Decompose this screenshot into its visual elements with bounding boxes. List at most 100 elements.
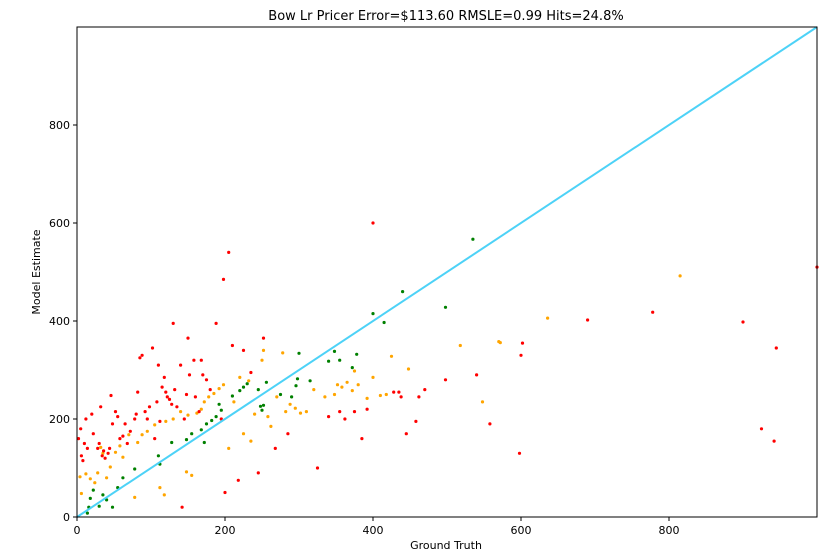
- data-point-orange: [260, 358, 264, 362]
- data-point-orange: [281, 351, 285, 355]
- data-point-orange: [284, 410, 288, 414]
- data-point-orange: [241, 432, 246, 436]
- data-point-green: [332, 349, 337, 353]
- y-axis-ticks: 0 200 400 600 800: [49, 119, 77, 524]
- data-point-red: [208, 388, 212, 392]
- data-point-orange: [350, 389, 354, 393]
- data-point-orange: [186, 413, 190, 417]
- data-point-orange: [458, 343, 462, 348]
- data-point-orange: [249, 439, 253, 443]
- chart-title: Bow Lr Pricer Error=$113.60 RMSLE=0.99 H…: [268, 9, 623, 24]
- data-point-red: [133, 417, 137, 421]
- data-point-orange: [207, 395, 211, 399]
- data-point-red: [76, 437, 81, 441]
- data-point-red: [85, 446, 89, 450]
- data-point-orange: [288, 402, 292, 406]
- data-point-orange: [298, 411, 303, 415]
- data-point-red: [164, 390, 168, 394]
- data-point-orange: [384, 392, 388, 397]
- data-point-orange: [84, 472, 88, 476]
- data-point-orange: [356, 383, 360, 387]
- data-point-green: [217, 402, 221, 406]
- data-point-green: [190, 432, 194, 436]
- data-point-red: [96, 446, 100, 450]
- data-point-red: [182, 417, 186, 421]
- data-point-red: [81, 459, 85, 463]
- data-point-red: [84, 417, 88, 421]
- data-point-orange: [323, 395, 327, 399]
- data-point-orange: [164, 419, 168, 423]
- data-point-orange: [93, 481, 97, 485]
- data-point-green: [91, 488, 95, 492]
- data-point-orange: [199, 407, 203, 411]
- data-point-red: [423, 388, 427, 392]
- y-axis-label: Model Estimate: [30, 229, 43, 314]
- data-point-red: [91, 432, 95, 436]
- y-tick-label: 200: [49, 413, 70, 426]
- data-point-green: [85, 511, 89, 515]
- data-point-red: [156, 363, 160, 367]
- data-point-red: [199, 358, 203, 362]
- x-tick-label: 0: [74, 524, 81, 537]
- data-point-orange: [105, 476, 109, 480]
- data-point-orange: [96, 471, 100, 475]
- plot-area: [76, 26, 819, 518]
- data-point-red: [173, 388, 177, 392]
- y-tick-label: 0: [63, 511, 70, 524]
- data-point-green: [204, 422, 209, 426]
- data-point-green: [350, 366, 354, 370]
- data-point-orange: [266, 415, 270, 419]
- x-axis-ticks: 0 200 400 600 800: [74, 517, 680, 537]
- data-point-green: [121, 476, 125, 480]
- data-point-red: [167, 397, 172, 401]
- data-point-red: [214, 321, 218, 325]
- data-point-red: [121, 434, 125, 438]
- data-point-red: [392, 390, 396, 394]
- data-point-red: [230, 343, 234, 348]
- data-point-orange: [184, 470, 189, 474]
- data-point-red: [158, 419, 162, 423]
- data-point-orange: [340, 385, 344, 389]
- data-point-orange: [153, 423, 157, 427]
- data-point-red: [315, 466, 320, 470]
- data-point-orange: [78, 475, 82, 479]
- data-point-orange: [190, 473, 194, 477]
- data-point-red: [140, 353, 144, 357]
- data-point-red: [110, 422, 115, 426]
- data-point-red: [327, 415, 331, 419]
- data-point-red: [108, 446, 112, 450]
- data-point-orange: [101, 451, 105, 455]
- x-tick-label: 600: [511, 524, 532, 537]
- data-point-red: [249, 370, 253, 375]
- data-point-red: [125, 441, 129, 446]
- data-point-red: [113, 410, 118, 414]
- data-point-red: [772, 439, 776, 443]
- data-point-orange: [113, 450, 118, 454]
- data-point-green: [202, 440, 206, 445]
- identity-line: [76, 26, 818, 518]
- data-point-red: [175, 405, 179, 409]
- data-point-orange: [371, 375, 375, 379]
- data-point-orange: [79, 491, 83, 496]
- data-point-green: [245, 382, 249, 386]
- data-point-green: [260, 408, 264, 412]
- data-point-green: [199, 428, 203, 432]
- data-point-green: [371, 312, 375, 316]
- data-point-red: [651, 310, 655, 314]
- data-point-orange: [480, 400, 485, 404]
- data-point-red: [204, 378, 209, 382]
- data-point-green: [110, 505, 115, 509]
- data-point-red: [397, 390, 401, 394]
- data-point-red: [138, 356, 142, 360]
- data-point-orange: [121, 455, 125, 459]
- data-point-orange: [133, 495, 137, 499]
- data-point-orange: [232, 400, 236, 404]
- y-tick-label: 800: [49, 119, 70, 132]
- data-point-red: [79, 454, 83, 458]
- data-point-green: [184, 438, 189, 442]
- data-point-orange: [99, 445, 103, 449]
- data-point-red: [187, 373, 192, 377]
- data-point-red: [223, 490, 227, 495]
- data-point-orange: [221, 383, 226, 387]
